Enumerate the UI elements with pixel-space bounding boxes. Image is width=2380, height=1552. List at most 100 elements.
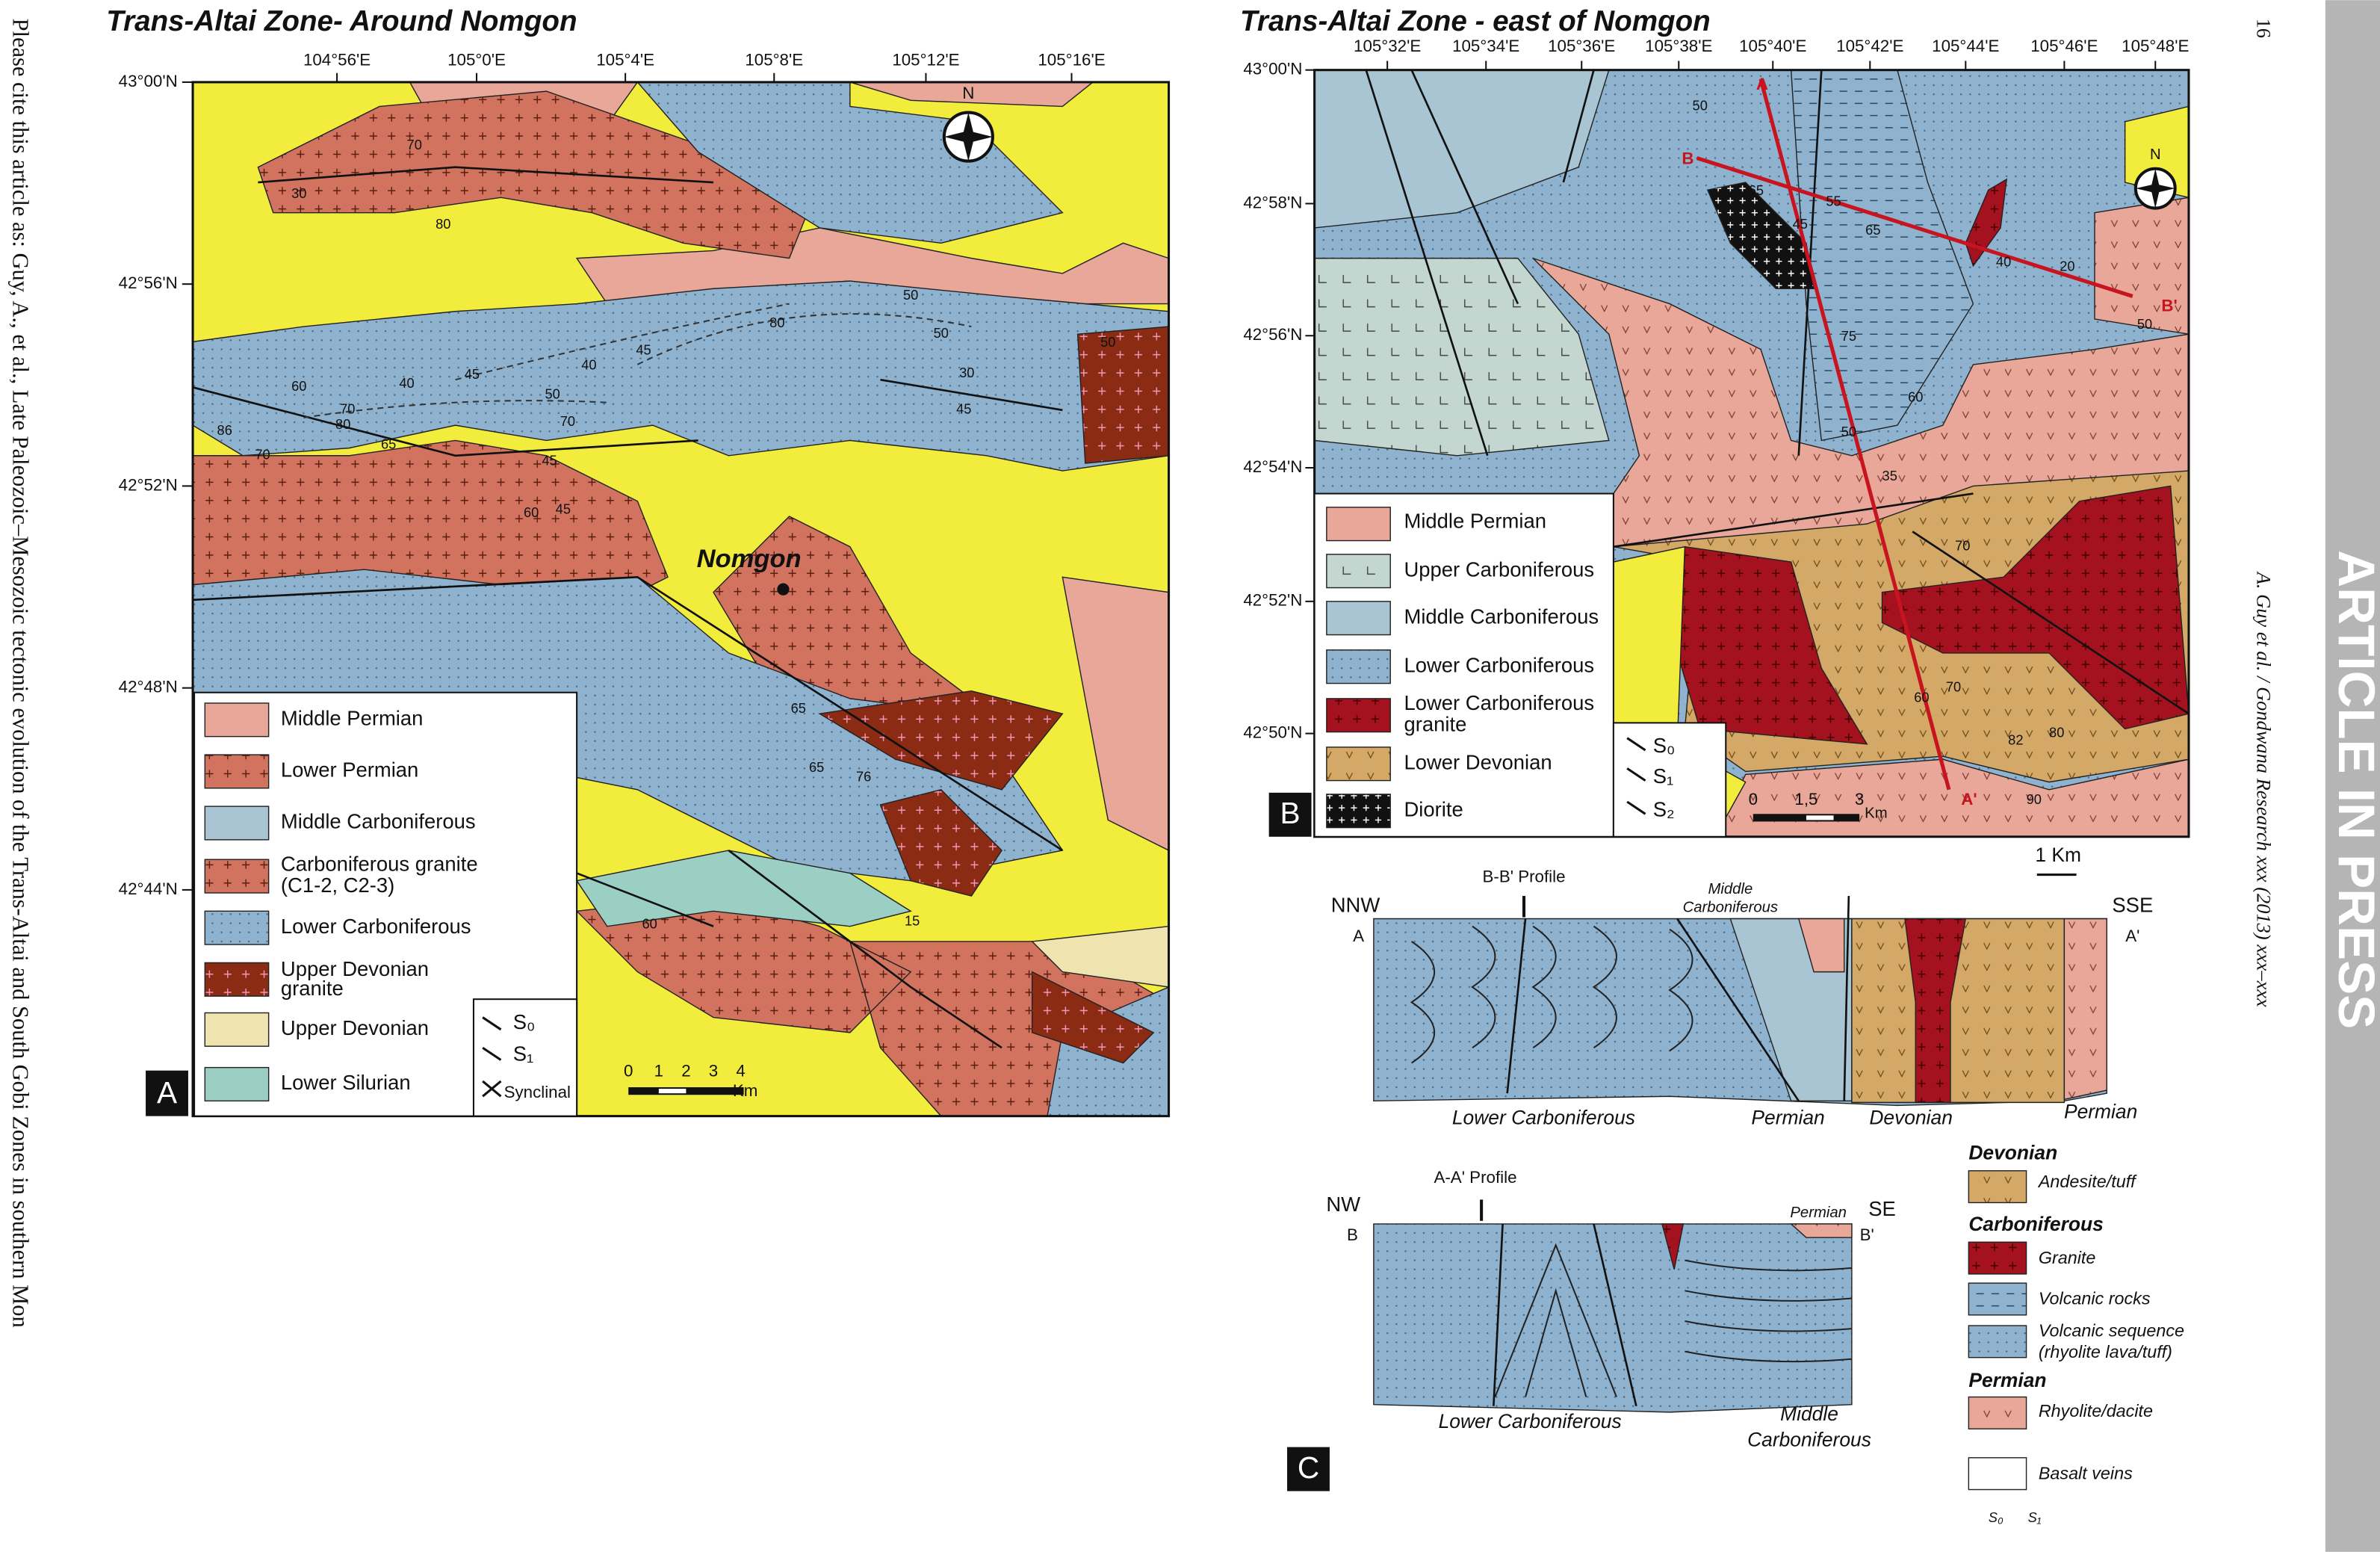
north-arrow (942, 111, 994, 163)
legend-label: Andesite/tuff (2037, 1172, 2137, 1191)
legend-label: Permian (1968, 1369, 2046, 1391)
legend-label: Upper Devonian (281, 1016, 429, 1039)
dip-label: 80 (2049, 724, 2064, 740)
legend-swatch (204, 962, 270, 997)
dip-label: 50 (1100, 334, 1115, 350)
devonian-granite-unit (818, 326, 1170, 1064)
volcanic-unit (1790, 69, 1974, 442)
dip-label: 82 (2008, 732, 2023, 748)
scale-label: 3 (709, 1062, 718, 1080)
legend-swatch (1968, 1241, 2027, 1275)
longitude-label: 105°48'E (2122, 37, 2189, 55)
scale-label: 3 (1855, 790, 1864, 809)
legend-swatch (1968, 1325, 2027, 1358)
legend-label: Devonian (1968, 1141, 2057, 1163)
dip-label: 65 (1749, 182, 1764, 198)
dip-label: 76 (856, 768, 871, 784)
legend-label: Carboniferous granite (281, 853, 478, 876)
dip-label: 80 (335, 416, 350, 432)
dip-label: 40 (581, 357, 596, 373)
latitude-label: 42°58'N (1243, 193, 1302, 211)
unit-label: Lower Carboniferous (1452, 1107, 1635, 1129)
dip-label: 86 (217, 422, 232, 438)
legend-label: Volcanic sequence (2039, 1320, 2184, 1340)
longitude-label: 105°46'E (2030, 37, 2098, 55)
latitude-label: 43°00'N (119, 72, 178, 90)
legend-label: Middle Carboniferous (1404, 605, 1599, 628)
section-label: B (1347, 1225, 1358, 1244)
dip-label: 70 (560, 413, 575, 429)
legend-swatch (204, 1012, 270, 1047)
panel-label: C (1298, 1450, 1319, 1485)
legend-label: S₀ (1989, 1509, 2004, 1525)
scale-label: 4 (736, 1062, 745, 1080)
dip-label: 45 (556, 501, 571, 517)
section-label: A (1353, 927, 1364, 945)
legend-swatch (1326, 507, 1391, 542)
legend-label: Lower Carboniferous (281, 915, 471, 938)
dip-label: 45 (465, 366, 480, 382)
dip-label: 60 (642, 915, 657, 931)
section-end-label: A (1756, 75, 1768, 93)
longitude-label: 105°40'E (1739, 37, 1806, 55)
section-label: A-A' Profile (1434, 1168, 1516, 1187)
longitude-label: 105°16'E (1038, 50, 1105, 69)
place-label: Nomgon (697, 545, 802, 573)
foliation-traces (303, 303, 972, 418)
dip-label: 30 (291, 185, 306, 201)
latitude-label: 42°44'N (119, 879, 178, 898)
legend-label: granite (1404, 713, 1466, 736)
latitude-label: 43°00'N (1243, 60, 1302, 78)
dip-label: 50 (2137, 316, 2152, 332)
legend-swatch (1326, 554, 1391, 589)
scale-bar-gap (658, 1089, 687, 1094)
dip-label: 40 (399, 375, 414, 391)
panel-a-title: Trans-Altai Zone- Around Nomgon (106, 5, 577, 37)
scale-bar (1753, 814, 1860, 822)
diorite-unit (1706, 182, 1815, 289)
legend-label: Basalt veins (2039, 1463, 2133, 1483)
scale-label: 0 (624, 1062, 633, 1080)
dip-label: 45 (542, 453, 557, 469)
dip-label: 50 (903, 287, 918, 303)
scale-label: 0 (1749, 790, 1758, 809)
legend-swatch (1968, 1282, 2027, 1316)
dip-label: 80 (769, 315, 784, 330)
legend-c-swatches (1968, 1170, 2027, 1491)
legend-b-swatches (1326, 507, 1391, 829)
legend-swatch (1326, 794, 1391, 829)
dip-label: 45 (956, 401, 971, 417)
dip-label: 70 (340, 401, 355, 417)
dip-label: 30 (959, 365, 974, 380)
legend-label: Carboniferous (1968, 1213, 2103, 1235)
scale-label: Km (1865, 806, 1887, 822)
legend-label: Middle Carboniferous (281, 810, 476, 833)
panel-label: B (1280, 796, 1301, 830)
lower-silurian-unit (575, 850, 912, 927)
scale-label: 1 (654, 1062, 663, 1080)
legend-label: Diorite (1404, 797, 1463, 820)
symbols-a-box (472, 998, 578, 1117)
section-label: NNW (1331, 893, 1380, 916)
longitude-label: 105°44'E (1932, 37, 1999, 55)
symbol-glyphs (482, 1016, 502, 1098)
fault-lines (192, 166, 1064, 1049)
legend-label: Lower Silurian (281, 1071, 411, 1094)
longitude-label: 105°12'E (892, 50, 959, 69)
dip-label: 70 (255, 447, 270, 463)
legend-label: Lower Permian (281, 758, 418, 782)
dip-label: 70 (1955, 538, 1970, 554)
section-2 (1373, 1199, 1853, 1413)
dip-label: 65 (791, 700, 806, 716)
legend-swatch (204, 754, 270, 789)
dip-label: 45 (1793, 216, 1808, 232)
legend-swatch (204, 859, 270, 894)
unit-label: Permian (1790, 1205, 1847, 1221)
legend-swatch (1968, 1170, 2027, 1204)
unit-label: Lower Carboniferous (1439, 1410, 1622, 1432)
dip-label: 15 (905, 912, 920, 928)
longitude-label: 105°32'E (1354, 37, 1421, 55)
